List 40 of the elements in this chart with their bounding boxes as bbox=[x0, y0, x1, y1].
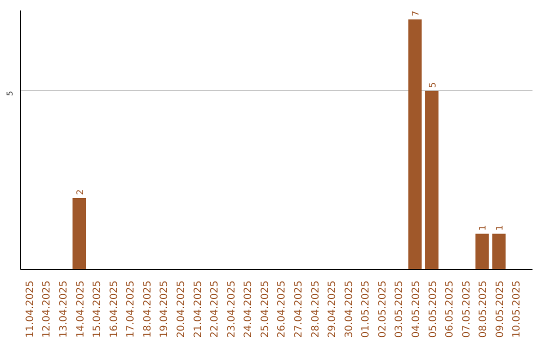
data-label: 7 bbox=[411, 10, 422, 16]
data-label: 5 bbox=[428, 82, 438, 88]
x-tick-label: 26.04.2025 bbox=[276, 280, 288, 338]
x-tick-label: 15.04.2025 bbox=[92, 280, 104, 338]
x-tick-label: 23.04.2025 bbox=[226, 280, 238, 338]
x-tick-label: 07.05.2025 bbox=[461, 280, 472, 338]
x-tick-label: 19.04.2025 bbox=[159, 280, 170, 338]
x-tick-label: 10.05.2025 bbox=[512, 280, 523, 338]
bar bbox=[408, 19, 422, 270]
data-label: 2 bbox=[76, 189, 86, 196]
x-tick-label: 13.04.2025 bbox=[58, 280, 70, 338]
x-tick-label: 06.05.2025 bbox=[444, 280, 456, 338]
x-tick-label: 28.04.2025 bbox=[310, 280, 322, 338]
x-tick-label: 24.04.2025 bbox=[243, 280, 254, 338]
x-tick-label: 17.04.2025 bbox=[126, 280, 137, 338]
x-tick-label: 20.04.2025 bbox=[176, 280, 187, 338]
x-tick-label: 05.05.2025 bbox=[428, 280, 439, 338]
x-tick-label: 27.04.2025 bbox=[293, 280, 304, 338]
data-label: 1 bbox=[478, 225, 489, 231]
x-tick-label: 11.04.2025 bbox=[24, 280, 36, 338]
x-tick-label: 25.04.2025 bbox=[260, 280, 271, 338]
x-tick-label: 18.04.2025 bbox=[142, 280, 154, 338]
bar bbox=[72, 198, 86, 270]
x-tick-label: 12.04.2025 bbox=[42, 280, 53, 338]
bar bbox=[492, 234, 506, 270]
x-tick-label: 29.04.2025 bbox=[327, 280, 338, 338]
x-tick-label: 22.04.2025 bbox=[210, 280, 221, 338]
x-tick-label: 04.05.2025 bbox=[410, 280, 422, 338]
data-label: 1 bbox=[495, 225, 506, 231]
x-tick-label: 14.04.2025 bbox=[75, 280, 86, 338]
x-tick-label: 08.05.2025 bbox=[478, 280, 490, 338]
x-tick-label: 03.05.2025 bbox=[394, 280, 406, 338]
x-tick-label: 09.05.2025 bbox=[494, 280, 506, 338]
x-tick-label: 21.04.2025 bbox=[192, 280, 204, 338]
x-tick-label: 30.04.2025 bbox=[344, 280, 355, 338]
x-tick-label: 01.05.2025 bbox=[360, 280, 372, 338]
x-tick-label: 16.04.2025 bbox=[108, 280, 120, 338]
x-tick-label: 02.05.2025 bbox=[377, 280, 388, 338]
bar bbox=[475, 234, 489, 270]
bar bbox=[425, 90, 438, 270]
